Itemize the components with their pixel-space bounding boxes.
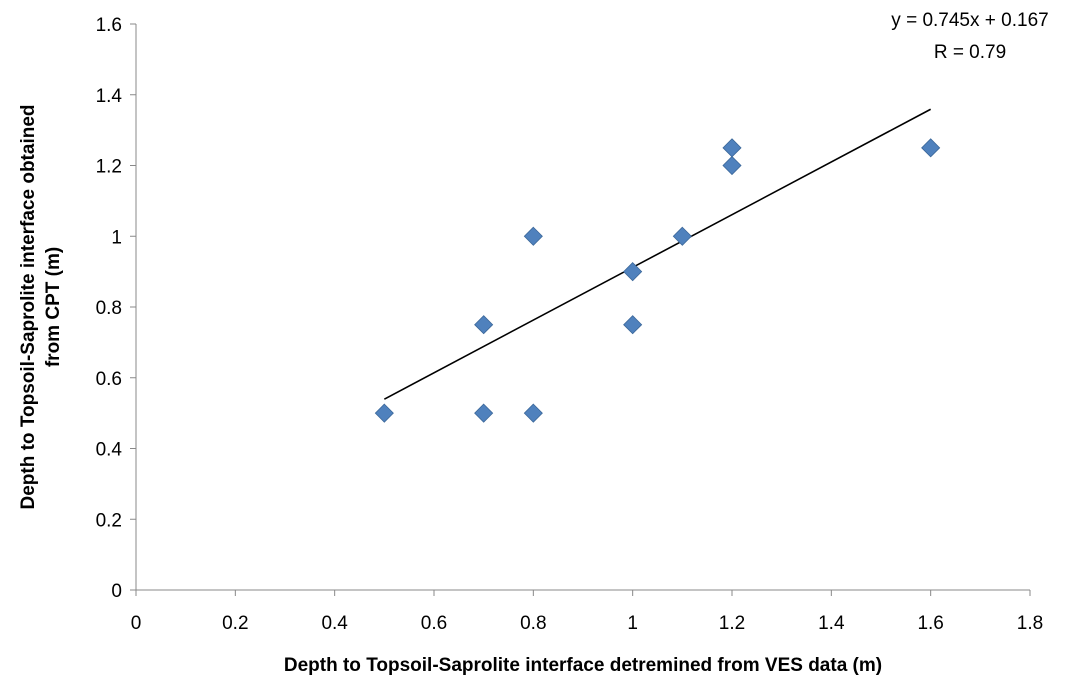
data-point xyxy=(722,138,742,158)
trendline xyxy=(383,108,932,400)
data-point xyxy=(474,315,494,335)
data-point xyxy=(523,226,543,246)
y-tick-label: 1.2 xyxy=(96,157,122,178)
y-tick-label: 1 xyxy=(111,227,122,248)
data-point xyxy=(921,138,941,158)
trendline-equation: y = 0.745x + 0.167 xyxy=(891,10,1048,31)
data-point xyxy=(623,315,643,335)
data-point xyxy=(672,226,692,246)
x-tick-label: 0.6 xyxy=(421,613,447,634)
data-point xyxy=(722,155,742,176)
y-tick-label: 0.4 xyxy=(96,440,123,461)
x-tick-label: 1.4 xyxy=(818,613,845,634)
data-point xyxy=(523,403,543,423)
y-tick-label: 0.8 xyxy=(96,298,122,319)
x-tick-label: 1.2 xyxy=(719,613,745,634)
y-tick-label: 1.4 xyxy=(96,86,123,107)
data-point xyxy=(374,403,394,423)
x-tick-label: 0 xyxy=(131,613,142,634)
y-tick-label: 0.2 xyxy=(96,510,122,531)
y-tick-label: 1.6 xyxy=(96,15,122,36)
data-point xyxy=(474,403,494,423)
x-axis-title: Depth to Topsoil-Saprolite interface det… xyxy=(284,655,882,676)
data-point xyxy=(623,262,643,282)
x-tick-label: 1.6 xyxy=(917,613,943,634)
y-tick-label: 0 xyxy=(111,581,122,602)
y-tick-label: 0.6 xyxy=(96,369,122,390)
correlation-coefficient: R = 0.79 xyxy=(934,42,1006,63)
plot-area: 0 0.2 0.4 0.6 0.8 1 1.2 1.4 1.6 0 0.2 0.4 0.6 0.8 1 1.2… xyxy=(96,15,1044,634)
x-tick-label: 0.2 xyxy=(222,613,248,634)
y-axis-title-line-1: Depth to Topsoil-Saprolite interface obt… xyxy=(18,104,39,509)
y-axis-title-line-2: from CPT (m) xyxy=(43,247,64,367)
x-tick-label: 1 xyxy=(627,613,638,634)
x-tick-label: 1.8 xyxy=(1017,613,1043,634)
x-tick-label: 0.4 xyxy=(321,613,348,634)
x-tick-label: 0.8 xyxy=(520,613,546,634)
